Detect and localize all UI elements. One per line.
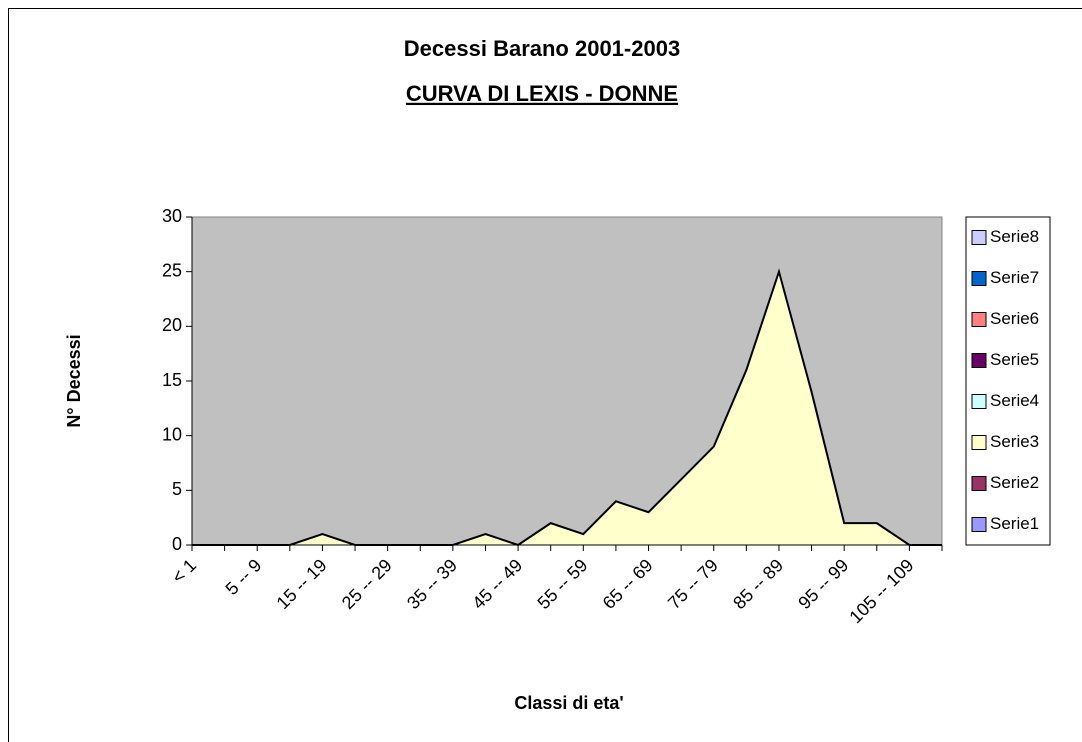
legend-swatch xyxy=(971,394,987,409)
legend-label: Serie7 xyxy=(990,268,1039,287)
y-tick-label: 20 xyxy=(162,315,182,335)
legend-label: Serie4 xyxy=(990,391,1039,410)
legend-swatch xyxy=(971,517,987,532)
y-tick-label: 30 xyxy=(162,206,182,226)
legend-swatch xyxy=(971,312,987,327)
legend-label: Serie8 xyxy=(990,227,1039,246)
legend-swatch xyxy=(971,435,987,450)
legend-swatch xyxy=(971,230,987,245)
chart-title: Decessi Barano 2001-2003 xyxy=(404,36,680,61)
legend-box xyxy=(965,216,1051,546)
y-tick-label: 0 xyxy=(172,534,182,554)
area-fill xyxy=(192,271,942,545)
legend-swatch xyxy=(971,476,987,491)
legend-label: Serie6 xyxy=(990,309,1039,328)
x-axis-label: Classi di eta' xyxy=(514,693,623,713)
y-tick-label: 25 xyxy=(162,260,182,280)
legend-label: Serie3 xyxy=(990,432,1039,451)
area-line xyxy=(192,268,942,547)
y-tick-label: 10 xyxy=(162,424,182,444)
y-axis-label: N° Decessi xyxy=(64,334,84,427)
legend-swatch xyxy=(971,353,987,368)
legend-swatch xyxy=(971,271,987,286)
y-tick-label: 5 xyxy=(172,479,182,499)
legend-label: Serie2 xyxy=(990,473,1039,492)
legend-label: Serie5 xyxy=(990,350,1039,369)
legend-label: Serie1 xyxy=(990,514,1039,533)
chart-subtitle: CURVA DI LEXIS - DONNE xyxy=(406,81,678,106)
y-tick-label: 15 xyxy=(162,370,182,390)
